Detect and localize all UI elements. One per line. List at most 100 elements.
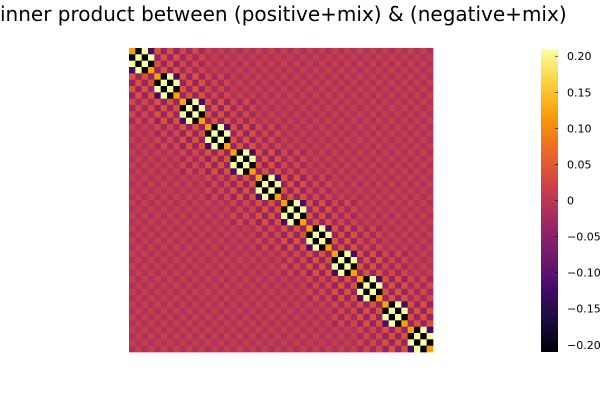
heatmap-cell <box>255 155 263 163</box>
heatmap-cell <box>369 339 377 347</box>
heatmap-cell <box>300 73 307 81</box>
heatmap-cell <box>344 48 352 55</box>
heatmap-cell <box>160 54 168 62</box>
heatmap-cell <box>363 98 371 106</box>
heatmap-cell <box>350 326 358 334</box>
heatmap-cell <box>395 282 402 290</box>
heatmap-cell <box>325 48 333 55</box>
heatmap-cell <box>255 73 263 81</box>
heatmap-cell <box>192 200 200 207</box>
heatmap-cell <box>281 307 288 315</box>
heatmap-cell <box>186 225 193 233</box>
heatmap-cell <box>426 105 434 112</box>
heatmap-cell <box>205 60 212 68</box>
heatmap-cell <box>388 231 396 239</box>
heatmap-cell <box>243 250 250 258</box>
heatmap-cell <box>344 212 352 220</box>
heatmap-cell <box>414 238 421 245</box>
heatmap-cell <box>243 339 250 347</box>
heatmap-cell <box>338 282 345 290</box>
heatmap-cell <box>407 257 415 264</box>
heatmap-cell <box>395 269 402 277</box>
heatmap-cell <box>325 263 333 271</box>
heatmap-cell <box>287 295 295 302</box>
heatmap-cell <box>186 257 193 264</box>
heatmap-cell <box>420 79 428 87</box>
heatmap-cell <box>350 60 358 68</box>
heatmap-cell <box>217 149 225 157</box>
heatmap-cell <box>160 326 168 334</box>
heatmap-cell <box>243 54 250 62</box>
heatmap-cell <box>135 98 143 106</box>
heatmap-cell <box>306 187 314 195</box>
heatmap-cell <box>407 48 415 55</box>
heatmap-cell <box>363 333 371 340</box>
heatmap-cell <box>281 339 288 347</box>
colorbar-tick-label: 0.15 <box>567 86 592 99</box>
heatmap-cell <box>287 105 295 112</box>
heatmap-cell <box>306 326 314 334</box>
heatmap-cell <box>192 301 200 309</box>
heatmap-cell <box>135 187 143 195</box>
heatmap-cell <box>376 282 383 290</box>
heatmap-cell <box>198 92 206 100</box>
heatmap-cell <box>338 73 345 81</box>
heatmap-cell <box>357 98 364 106</box>
heatmap-cell <box>211 98 219 106</box>
heatmap-cell <box>357 206 364 214</box>
heatmap-cell <box>211 257 219 264</box>
heatmap-cell <box>148 288 155 296</box>
heatmap-cell <box>395 54 402 62</box>
heatmap-cell <box>198 181 206 188</box>
heatmap-cell <box>325 67 333 74</box>
heatmap-cell <box>173 320 181 328</box>
heatmap-cell <box>236 168 244 176</box>
heatmap-cell <box>274 269 282 277</box>
heatmap-cell <box>414 250 421 258</box>
heatmap-cell <box>249 238 257 245</box>
heatmap-cell <box>388 73 396 81</box>
heatmap-cell <box>331 301 339 309</box>
heatmap-cell <box>205 295 212 302</box>
heatmap-cell <box>331 314 339 321</box>
heatmap-cell <box>198 86 206 93</box>
heatmap-cell <box>243 174 250 182</box>
heatmap-cell <box>249 162 257 169</box>
heatmap-cell <box>268 219 276 226</box>
heatmap-cell <box>154 187 162 195</box>
heatmap-cell <box>249 105 257 112</box>
heatmap-cell <box>160 105 168 112</box>
heatmap-cell <box>319 200 326 207</box>
heatmap-cell <box>167 143 174 150</box>
heatmap-cell <box>173 124 181 131</box>
heatmap-cell <box>350 339 358 347</box>
heatmap-cell <box>338 98 345 106</box>
heatmap-cell <box>224 200 231 207</box>
heatmap-cell <box>179 130 187 138</box>
heatmap-cell <box>268 130 276 138</box>
heatmap-cell <box>338 187 345 195</box>
heatmap-cell <box>388 124 396 131</box>
heatmap-cell <box>293 193 301 201</box>
heatmap-cell <box>173 339 181 347</box>
heatmap-cell <box>268 206 276 214</box>
heatmap-cell <box>236 60 244 68</box>
heatmap-cell <box>293 326 301 334</box>
heatmap-cell <box>211 54 219 62</box>
heatmap-cell <box>426 263 434 271</box>
heatmap-cell <box>319 149 326 157</box>
heatmap-cell <box>205 130 212 138</box>
heatmap-cell <box>217 105 225 112</box>
heatmap-cell <box>363 143 371 150</box>
heatmap-cell <box>274 67 282 74</box>
colorbar-tick-label: 0.20 <box>567 50 592 63</box>
heatmap-cell <box>192 269 200 277</box>
heatmap-cell <box>325 333 333 340</box>
heatmap-cell <box>135 60 143 68</box>
heatmap-cell <box>388 149 396 157</box>
heatmap-cell <box>319 250 326 258</box>
heatmap-cell <box>407 111 415 119</box>
heatmap-cell <box>262 124 269 131</box>
heatmap-cell <box>407 206 415 214</box>
heatmap-cell <box>319 206 326 214</box>
